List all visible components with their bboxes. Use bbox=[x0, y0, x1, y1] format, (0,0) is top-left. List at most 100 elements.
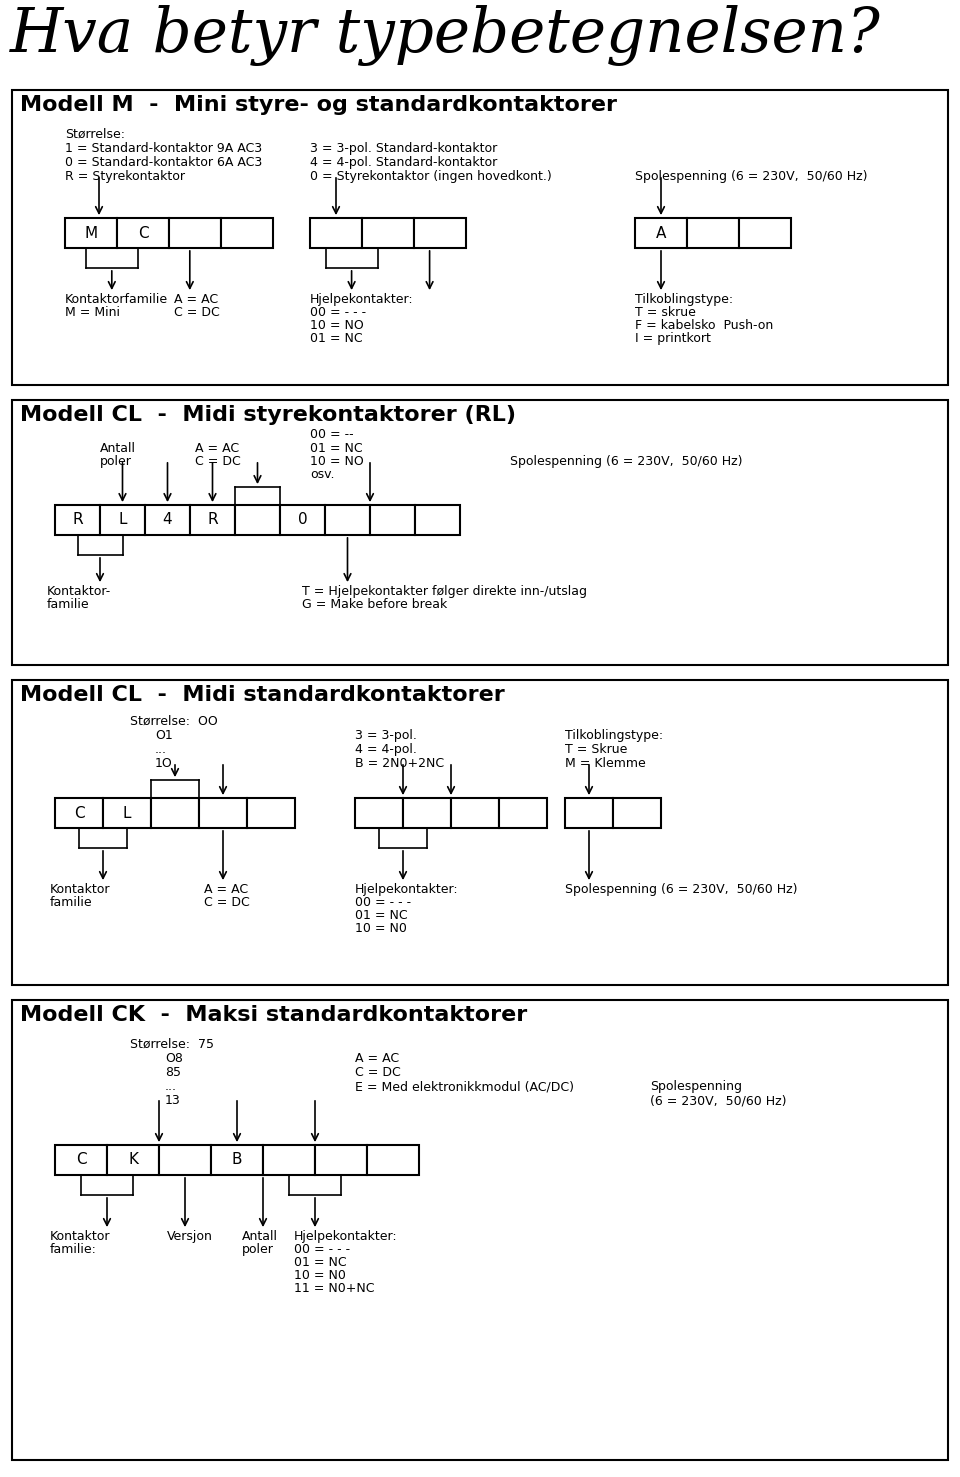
Bar bbox=[65, 219, 117, 248]
Text: C: C bbox=[76, 1152, 86, 1167]
Text: Hva betyr typebetegnelsen?: Hva betyr typebetegnelsen? bbox=[10, 4, 880, 66]
Text: 0 = Styrekontaktor (ingen hovedkont.): 0 = Styrekontaktor (ingen hovedkont.) bbox=[310, 170, 552, 183]
Text: osv.: osv. bbox=[310, 468, 334, 482]
Bar bbox=[12, 400, 948, 665]
Text: 3 = 3-pol.: 3 = 3-pol. bbox=[355, 730, 417, 741]
Bar bbox=[263, 1145, 315, 1176]
Bar bbox=[635, 219, 687, 248]
Bar bbox=[55, 505, 100, 535]
Text: 10 = N0: 10 = N0 bbox=[294, 1269, 346, 1282]
Text: A: A bbox=[656, 226, 666, 241]
Text: 1 = Standard-kontaktor 9A AC3: 1 = Standard-kontaktor 9A AC3 bbox=[65, 142, 262, 155]
Bar bbox=[325, 505, 370, 535]
Text: T = skrue: T = skrue bbox=[635, 306, 696, 319]
Text: Hjelpekontakter:: Hjelpekontakter: bbox=[294, 1230, 397, 1244]
Text: T = Skrue: T = Skrue bbox=[565, 743, 628, 756]
Text: C: C bbox=[74, 805, 84, 821]
Text: 85: 85 bbox=[165, 1066, 181, 1080]
Bar bbox=[565, 798, 613, 829]
Bar bbox=[362, 219, 414, 248]
Text: 01 = NC: 01 = NC bbox=[310, 332, 363, 346]
Text: O1: O1 bbox=[155, 730, 173, 741]
Text: R = Styrekontaktor: R = Styrekontaktor bbox=[65, 170, 185, 183]
Text: G = Make before break: G = Make before break bbox=[302, 598, 447, 611]
Text: Modell CL  -  Midi styrekontaktorer (RL): Modell CL - Midi styrekontaktorer (RL) bbox=[20, 405, 516, 425]
Bar bbox=[12, 679, 948, 985]
Text: Tilkoblingstype:: Tilkoblingstype: bbox=[635, 292, 733, 306]
Text: L: L bbox=[123, 805, 132, 821]
Bar bbox=[100, 505, 145, 535]
Text: A = AC: A = AC bbox=[195, 442, 239, 455]
Text: 0 = Standard-kontaktor 6A AC3: 0 = Standard-kontaktor 6A AC3 bbox=[65, 157, 262, 168]
Text: Spolespenning (6 = 230V,  50/60 Hz): Spolespenning (6 = 230V, 50/60 Hz) bbox=[635, 170, 868, 183]
Bar bbox=[280, 505, 325, 535]
Bar bbox=[12, 1000, 948, 1459]
Text: 00 = - - -: 00 = - - - bbox=[355, 897, 411, 908]
Text: 10 = NO: 10 = NO bbox=[310, 319, 364, 332]
Text: Kontaktor-: Kontaktor- bbox=[47, 585, 111, 598]
Text: Størrelse:: Størrelse: bbox=[65, 128, 125, 140]
Bar bbox=[739, 219, 791, 248]
Text: A = AC: A = AC bbox=[355, 1052, 399, 1065]
Bar bbox=[55, 1145, 107, 1176]
Text: Tilkoblingstype:: Tilkoblingstype: bbox=[565, 730, 663, 741]
Text: R: R bbox=[72, 513, 83, 527]
Text: L: L bbox=[118, 513, 127, 527]
Bar bbox=[370, 505, 415, 535]
Text: 3 = 3-pol. Standard-kontaktor: 3 = 3-pol. Standard-kontaktor bbox=[310, 142, 497, 155]
Text: ...: ... bbox=[155, 743, 167, 756]
Bar bbox=[355, 798, 403, 829]
Bar bbox=[145, 505, 190, 535]
Text: R: R bbox=[207, 513, 218, 527]
Bar bbox=[117, 219, 169, 248]
Bar bbox=[169, 219, 221, 248]
Text: 10 = NO: 10 = NO bbox=[310, 455, 364, 468]
Bar bbox=[613, 798, 661, 829]
Text: E = Med elektronikkmodul (AC/DC): E = Med elektronikkmodul (AC/DC) bbox=[355, 1080, 574, 1093]
Text: (6 = 230V,  50/60 Hz): (6 = 230V, 50/60 Hz) bbox=[650, 1094, 786, 1106]
Text: poler: poler bbox=[242, 1244, 274, 1255]
Bar bbox=[451, 798, 499, 829]
Text: F = kabelsko  Push-on: F = kabelsko Push-on bbox=[635, 319, 773, 332]
Text: ...: ... bbox=[165, 1080, 177, 1093]
Text: Hjelpekontakter:: Hjelpekontakter: bbox=[310, 292, 414, 306]
Bar bbox=[415, 505, 460, 535]
Text: 01 = NC: 01 = NC bbox=[355, 908, 408, 922]
Text: familie: familie bbox=[47, 598, 89, 611]
Text: C = DC: C = DC bbox=[204, 897, 250, 908]
Bar bbox=[190, 505, 235, 535]
Text: K: K bbox=[128, 1152, 138, 1167]
Text: Versjon: Versjon bbox=[167, 1230, 213, 1244]
Text: familie: familie bbox=[50, 897, 92, 908]
Text: 4: 4 bbox=[162, 513, 172, 527]
Text: M = Mini: M = Mini bbox=[65, 306, 120, 319]
Text: A = AC: A = AC bbox=[204, 883, 248, 897]
Text: 00 = - - -: 00 = - - - bbox=[310, 306, 366, 319]
Text: A = AC: A = AC bbox=[174, 292, 218, 306]
Text: 4 = 4-pol. Standard-kontaktor: 4 = 4-pol. Standard-kontaktor bbox=[310, 157, 497, 168]
Text: 00 = --: 00 = -- bbox=[310, 428, 353, 442]
Bar bbox=[499, 798, 547, 829]
Text: I = printkort: I = printkort bbox=[635, 332, 710, 346]
Text: 11 = N0+NC: 11 = N0+NC bbox=[294, 1282, 374, 1295]
Text: C = DC: C = DC bbox=[195, 455, 241, 468]
Bar bbox=[211, 1145, 263, 1176]
Bar bbox=[403, 798, 451, 829]
Text: C = DC: C = DC bbox=[174, 306, 220, 319]
Text: Spolespenning (6 = 230V,  50/60 Hz): Spolespenning (6 = 230V, 50/60 Hz) bbox=[510, 455, 742, 468]
Text: 1O: 1O bbox=[155, 758, 173, 770]
Text: M = Klemme: M = Klemme bbox=[565, 758, 646, 770]
Text: 10 = N0: 10 = N0 bbox=[355, 922, 407, 935]
Text: C: C bbox=[137, 226, 148, 241]
Text: M: M bbox=[84, 226, 98, 241]
Text: 4 = 4-pol.: 4 = 4-pol. bbox=[355, 743, 417, 756]
Bar bbox=[12, 90, 948, 385]
Text: C = DC: C = DC bbox=[355, 1066, 400, 1080]
Text: 13: 13 bbox=[165, 1094, 180, 1106]
Text: Modell CL  -  Midi standardkontaktorer: Modell CL - Midi standardkontaktorer bbox=[20, 685, 505, 705]
Text: 01 = NC: 01 = NC bbox=[310, 442, 363, 455]
Text: B: B bbox=[231, 1152, 242, 1167]
Text: Spolespenning (6 = 230V,  50/60 Hz): Spolespenning (6 = 230V, 50/60 Hz) bbox=[565, 883, 798, 897]
Text: Kontaktorfamilie: Kontaktorfamilie bbox=[65, 292, 168, 306]
Text: Størrelse:  OO: Størrelse: OO bbox=[130, 715, 218, 728]
